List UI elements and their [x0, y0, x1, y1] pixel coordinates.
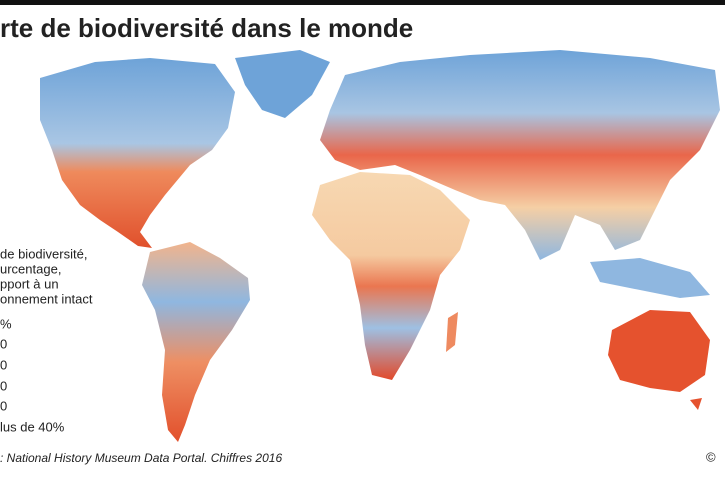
legend-item: 0: [0, 398, 7, 413]
legend-item: 0: [0, 357, 7, 372]
legend-title: onnement intact: [0, 291, 93, 306]
legend-title: de biodiversité,: [0, 246, 87, 261]
legend-item: lus de 40%: [0, 419, 65, 434]
south-america: [142, 242, 250, 442]
copyright: ©: [706, 449, 716, 464]
eurasia: [320, 50, 720, 260]
legend-title: pport à un: [0, 276, 59, 291]
north-america: [40, 58, 235, 248]
source: : National History Museum Data Portal. C…: [0, 451, 282, 465]
top-bar: [0, 0, 725, 5]
legend-item: 0: [0, 378, 7, 393]
tasmania: [690, 398, 702, 410]
australia: [608, 310, 710, 392]
legend-title: urcentage,: [0, 261, 61, 276]
legend-item: 0: [0, 336, 7, 351]
madagascar: [446, 312, 458, 352]
africa: [312, 172, 470, 380]
greenland: [235, 50, 330, 118]
legend-item: %: [0, 316, 12, 331]
islands: [590, 258, 710, 298]
map-title: rte de biodiversité dans le monde: [0, 13, 413, 43]
